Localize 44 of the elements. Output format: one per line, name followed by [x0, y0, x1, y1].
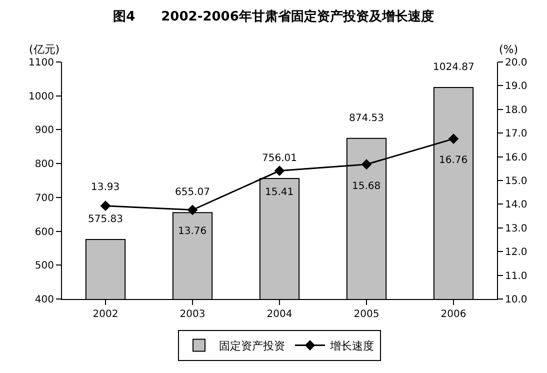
- data-label: 15.41: [265, 187, 294, 198]
- y2-tick-label: 17.0: [505, 128, 528, 140]
- data-label: 15.68: [352, 181, 381, 192]
- x-tick-label: 2003: [180, 309, 206, 320]
- y-tick-label: 500: [34, 260, 54, 272]
- data-label: 13.93: [91, 182, 120, 193]
- legend-label: 固定资产投资: [219, 340, 285, 353]
- y-axis-title: (亿元): [29, 43, 60, 56]
- data-label: 16.76: [439, 155, 468, 166]
- data-label: 655.07: [175, 187, 210, 198]
- y2-tick-label: 13.0: [505, 223, 528, 234]
- y-tick-label: 900: [34, 125, 54, 136]
- data-label: 575.83: [88, 214, 123, 225]
- y-tick-label: 700: [34, 192, 54, 204]
- y2-tick-label: 19.0: [505, 81, 528, 92]
- x-tick-label: 2005: [354, 309, 380, 320]
- y2-tick-label: 10.0: [505, 294, 528, 306]
- y2-tick-label: 15.0: [505, 176, 528, 187]
- point: [448, 134, 459, 144]
- point: [361, 159, 372, 170]
- data-label: 13.76: [178, 226, 207, 237]
- y2-tick-label: 14.0: [505, 200, 528, 211]
- x-tick-label: 2002: [92, 309, 118, 320]
- y2-tick-label: 16.0: [505, 152, 528, 164]
- y2-tick-label: 18.0: [505, 104, 528, 116]
- x-tick-label: 2004: [266, 309, 292, 320]
- y2-axis-title: (%): [499, 43, 518, 56]
- data-label: 1024.87: [433, 62, 474, 73]
- y-tick-label: 400: [34, 294, 54, 306]
- legend-label: 增长速度: [329, 340, 374, 353]
- y-tick-label: 600: [34, 226, 54, 238]
- y-tick-label: 800: [34, 159, 54, 170]
- data-label: 874.53: [349, 113, 384, 124]
- y2-tick-label: 12.0: [505, 247, 528, 258]
- point: [187, 204, 198, 216]
- point: [100, 200, 111, 212]
- y2-tick-label: 20.0: [505, 58, 528, 68]
- chart-title: 图4 2002-2006年甘肃省固定资产投资及增长速度: [113, 8, 434, 24]
- y2-tick-label: 11.0: [505, 270, 528, 282]
- y-tick-label: 1100: [28, 58, 54, 68]
- x-tick-label: 2006: [440, 309, 466, 320]
- data-label: 756.01: [262, 153, 297, 164]
- y-tick-label: 1000: [28, 91, 54, 102]
- point: [274, 166, 285, 176]
